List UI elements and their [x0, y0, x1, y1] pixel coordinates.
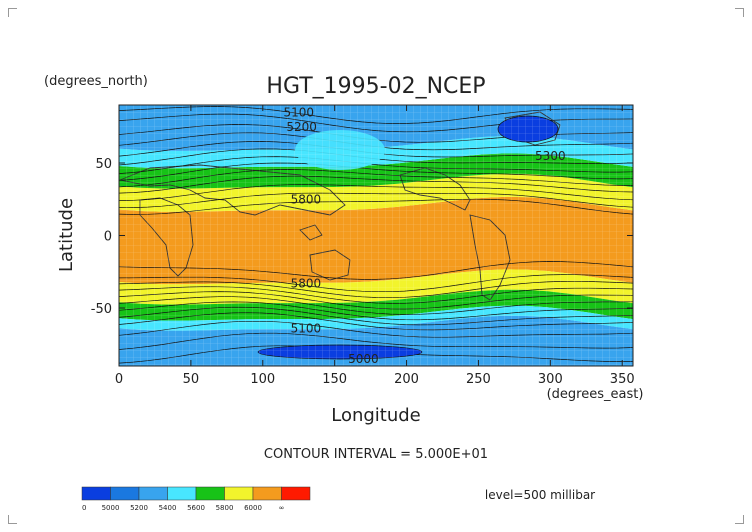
colorbar-swatch — [138, 486, 168, 501]
colorbar-swatch — [252, 486, 282, 501]
x-tick-label: 50 — [183, 372, 200, 387]
colorbar-label: 5200 — [130, 504, 148, 512]
chart-title: HGT_1995-02_NCEP — [266, 74, 485, 99]
colorbar-swatch — [81, 486, 111, 501]
corner-mark-top-right — [735, 8, 744, 17]
contour-label: 5300 — [535, 149, 566, 163]
colorbar-label: 6000 — [244, 504, 262, 512]
contour-label: 5800 — [291, 277, 322, 291]
colorbar-label: 5600 — [187, 504, 205, 512]
contour-label: 5100 — [291, 322, 322, 336]
colorbar-label: 5400 — [159, 504, 177, 512]
corner-mark-top-left — [8, 8, 17, 17]
colorbar-legend: 0 5000 5200 5400 5600 5800 6000 ∞ — [81, 486, 311, 512]
colorbar-label: 5800 — [216, 504, 234, 512]
colorbar-label: 5000 — [102, 504, 120, 512]
colorbar-swatch — [195, 486, 225, 501]
x-axis-title: Longitude — [331, 405, 421, 426]
y-tick-label: 0 — [104, 230, 112, 245]
level-note: level=500 millibar — [485, 488, 595, 502]
colorbar-swatch — [110, 486, 140, 501]
x-tick-label: 300 — [538, 372, 563, 387]
y-axis-ticks: -50 0 50 — [91, 157, 633, 317]
colorbar-swatch — [224, 486, 254, 501]
corner-mark-bottom-right — [735, 515, 744, 524]
y-units-label: (degrees_north) — [44, 74, 148, 89]
colorbar-swatch — [281, 486, 311, 501]
contour-interval-note: CONTOUR INTERVAL = 5.000E+01 — [264, 447, 488, 462]
contour-label: 5800 — [291, 193, 322, 207]
corner-mark-bottom-left — [8, 515, 17, 524]
y-axis-title: Latitude — [56, 198, 77, 272]
x-tick-label: 250 — [466, 372, 491, 387]
x-tick-label: 100 — [250, 372, 275, 387]
y-tick-label: -50 — [91, 302, 112, 317]
x-tick-label: 200 — [394, 372, 419, 387]
x-axis-ticks: 0 50 100 150 200 250 300 350 — [115, 105, 635, 387]
x-units-label: (degrees_east) — [547, 387, 644, 402]
contour-label: 5000 — [348, 352, 379, 366]
x-tick-label: 0 — [115, 372, 123, 387]
contour-label: 5200 — [286, 120, 317, 134]
y-tick-label: 50 — [95, 157, 112, 172]
colorbar-swatch — [167, 486, 197, 501]
x-tick-label: 350 — [610, 372, 635, 387]
x-tick-label: 150 — [322, 372, 347, 387]
colorbar-label: 0 — [82, 504, 86, 512]
contour-label: 5100 — [283, 106, 314, 120]
colorbar-label: ∞ — [279, 504, 285, 512]
